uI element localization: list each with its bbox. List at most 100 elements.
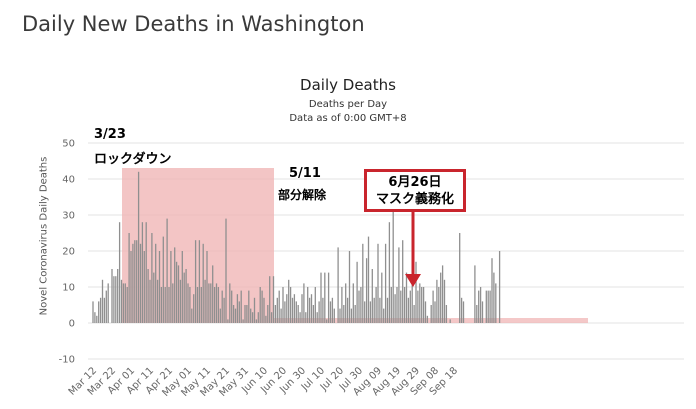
bar [278, 290, 280, 323]
bar [185, 269, 187, 323]
bar [303, 283, 305, 323]
bar [297, 305, 299, 323]
bar [478, 290, 480, 323]
bar [276, 297, 278, 323]
bar [299, 312, 301, 323]
bar [166, 218, 168, 323]
bar [308, 297, 311, 323]
bar [405, 272, 408, 323]
bar [301, 294, 303, 323]
annotation-lockdown-date: 3/23 [94, 127, 126, 142]
bar [409, 290, 411, 323]
bar [413, 305, 415, 323]
bar [120, 279, 123, 323]
bar [189, 287, 191, 323]
bar [390, 287, 392, 323]
bar [479, 287, 482, 323]
bar [282, 287, 284, 323]
bar [481, 301, 484, 323]
bar [438, 287, 440, 323]
bar [312, 305, 315, 323]
bar [101, 279, 104, 323]
bar [244, 305, 246, 323]
bar [462, 301, 465, 323]
callout-arrow-head [405, 274, 421, 287]
bar [206, 251, 208, 323]
bar [345, 283, 347, 323]
bar [493, 272, 495, 323]
chart-subtitle-line-2: Data as of 0:00 GMT+8 [289, 113, 407, 124]
bar [145, 222, 147, 323]
bar [270, 312, 273, 323]
bar [269, 276, 271, 323]
annotation-partial-lift-label: 部分解除 [278, 188, 327, 202]
bar [227, 319, 229, 323]
bar [198, 240, 201, 323]
bar [196, 287, 199, 323]
bar [225, 218, 227, 323]
bar [386, 297, 389, 323]
bar [348, 251, 351, 323]
bar [232, 305, 235, 323]
bar [94, 312, 96, 323]
bar [170, 251, 172, 323]
bar [432, 290, 434, 323]
y-tick-label: 20 [62, 247, 75, 258]
bar [117, 269, 119, 323]
bar [489, 290, 491, 323]
bar [398, 247, 400, 323]
bar [407, 297, 410, 323]
bar [360, 287, 362, 323]
bar [369, 301, 372, 323]
bar [396, 287, 398, 323]
bar [320, 272, 322, 323]
bar [179, 279, 182, 323]
bar [111, 269, 113, 323]
bar [388, 222, 391, 323]
bar [384, 243, 387, 323]
y-tick-label: 50 [62, 139, 75, 150]
bar [288, 279, 290, 323]
bar [236, 294, 239, 323]
bar [280, 308, 282, 323]
bar [422, 287, 425, 323]
bar [124, 283, 126, 323]
bar [147, 269, 149, 323]
bar [130, 251, 132, 323]
bar [251, 312, 254, 323]
bar [426, 315, 429, 323]
bar [318, 301, 320, 323]
callout-label: マスク義務化 [375, 191, 454, 207]
bar [242, 319, 244, 323]
bar [403, 287, 406, 323]
annotation-lockdown-label: ロックダウン [94, 152, 172, 167]
bar [105, 290, 107, 323]
bar [267, 305, 269, 323]
bar [208, 283, 210, 323]
bar [183, 272, 185, 323]
bar [402, 240, 404, 323]
bar [329, 301, 332, 323]
bar [375, 287, 377, 323]
bar [314, 287, 316, 323]
bar [263, 297, 265, 323]
bar [213, 287, 216, 323]
bar [424, 301, 427, 323]
bar [250, 308, 252, 323]
bar [115, 276, 117, 323]
bar [151, 233, 153, 323]
bar [333, 308, 335, 323]
bar [289, 287, 292, 323]
bar [495, 283, 497, 323]
bar [181, 251, 183, 323]
bar [284, 301, 286, 323]
bar [187, 283, 189, 323]
bar [155, 243, 157, 323]
bar [219, 308, 221, 323]
bar [132, 243, 134, 323]
bar [459, 233, 461, 323]
bar [474, 265, 476, 323]
bar [221, 290, 223, 323]
bar [175, 261, 178, 323]
bar [316, 312, 318, 323]
